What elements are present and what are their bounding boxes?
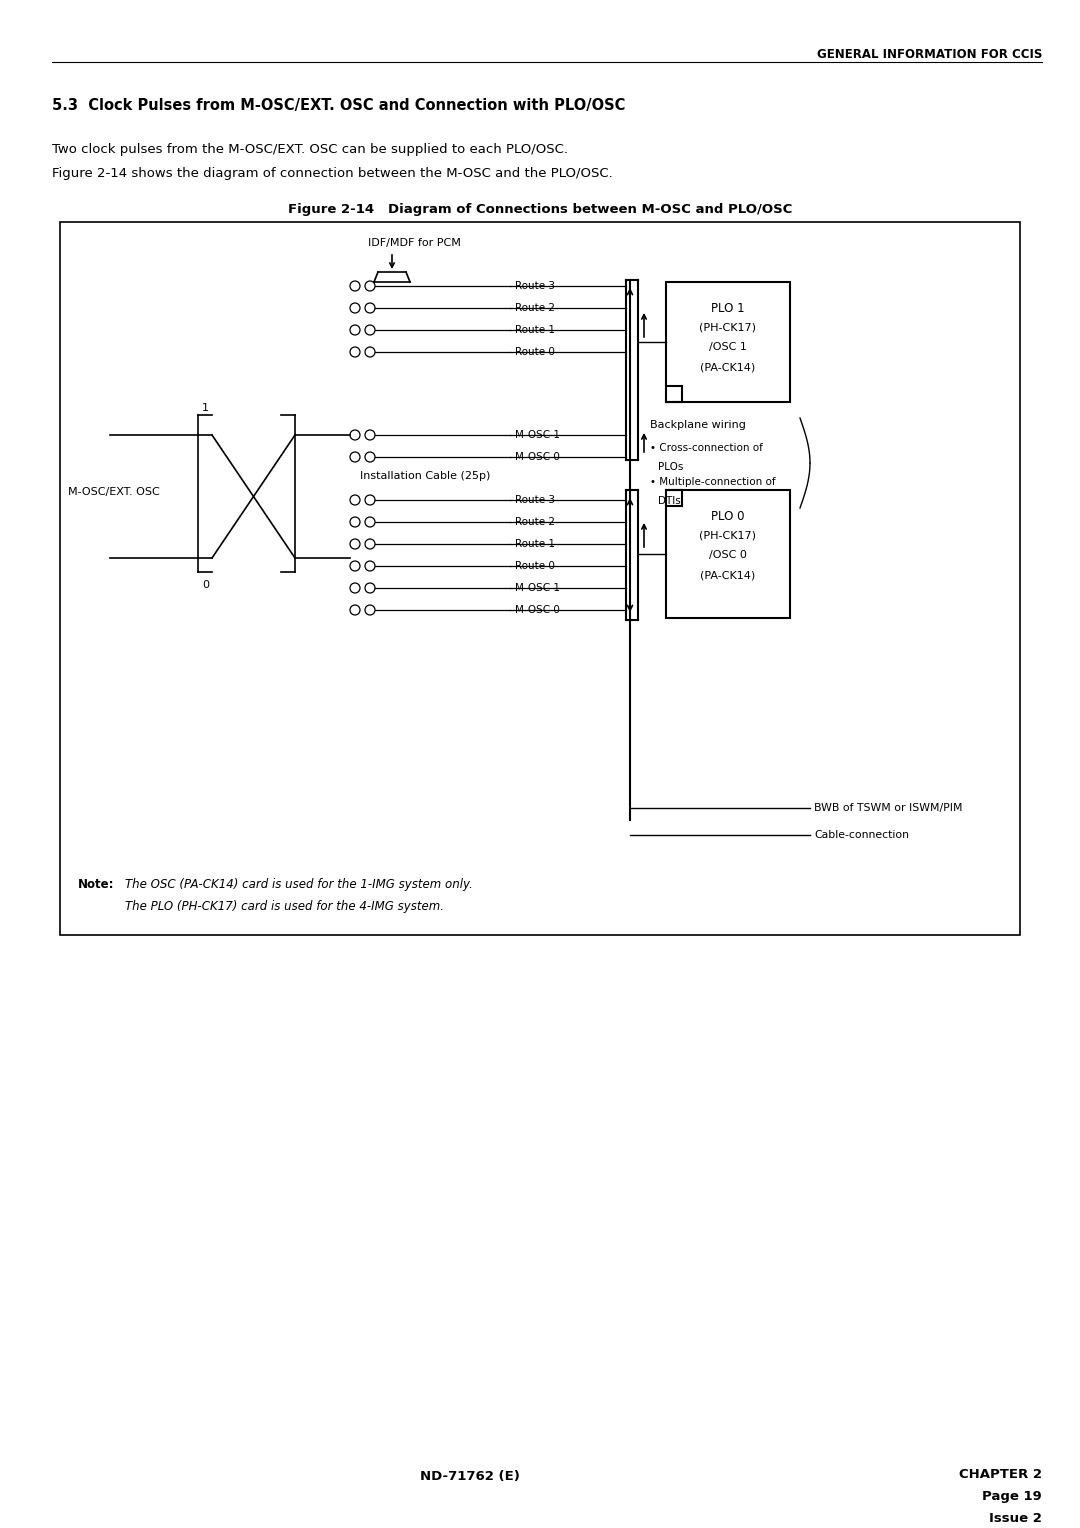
Text: Route 2: Route 2: [515, 303, 555, 313]
Text: Two clock pulses from the M-OSC/EXT. OSC can be supplied to each PLO/OSC.: Two clock pulses from the M-OSC/EXT. OSC…: [52, 144, 568, 156]
Text: M-OSC 1: M-OSC 1: [515, 429, 561, 440]
Bar: [666, 283, 789, 402]
Text: BWB of TSWM or ISWM/PIM: BWB of TSWM or ISWM/PIM: [814, 804, 962, 813]
Text: Route 1: Route 1: [515, 325, 555, 335]
Text: Route 0: Route 0: [515, 347, 555, 358]
Text: PLO 0: PLO 0: [712, 510, 745, 523]
Text: PLO 1: PLO 1: [712, 303, 745, 315]
Text: Route 1: Route 1: [515, 539, 555, 549]
Text: Figure 2-14 shows the diagram of connection between the M-OSC and the PLO/OSC.: Figure 2-14 shows the diagram of connect…: [52, 167, 612, 180]
Text: Cable-connection: Cable-connection: [814, 830, 909, 840]
Text: (PA-CK14): (PA-CK14): [700, 362, 756, 371]
Text: ND-71762 (E): ND-71762 (E): [420, 1470, 519, 1484]
Text: M-OSC/EXT. OSC: M-OSC/EXT. OSC: [68, 487, 160, 497]
Text: Backplane wiring: Backplane wiring: [650, 420, 746, 429]
Text: • Multiple-connection of: • Multiple-connection of: [650, 477, 775, 487]
Text: Issue 2: Issue 2: [989, 1513, 1042, 1525]
Text: (PH-CK17): (PH-CK17): [700, 530, 756, 539]
Text: /OSC 1: /OSC 1: [710, 342, 747, 351]
Text: 5.3  Clock Pulses from M-OSC/EXT. OSC and Connection with PLO/OSC: 5.3 Clock Pulses from M-OSC/EXT. OSC and…: [52, 98, 625, 113]
Text: /OSC 0: /OSC 0: [710, 550, 747, 559]
Text: The PLO (PH-CK17) card is used for the 4-IMG system.: The PLO (PH-CK17) card is used for the 4…: [125, 900, 444, 914]
Text: M-OSC 0: M-OSC 0: [515, 605, 559, 614]
Text: Route 3: Route 3: [515, 281, 555, 290]
Text: DTIs: DTIs: [658, 497, 680, 506]
Bar: [666, 490, 789, 617]
Text: Page 19: Page 19: [982, 1490, 1042, 1504]
Text: Installation Cable (25p): Installation Cable (25p): [360, 471, 490, 481]
Text: M-OSC 0: M-OSC 0: [515, 452, 559, 461]
Text: CHAPTER 2: CHAPTER 2: [959, 1468, 1042, 1481]
Text: The OSC (PA-CK14) card is used for the 1-IMG system only.: The OSC (PA-CK14) card is used for the 1…: [125, 879, 473, 891]
Text: 1: 1: [202, 403, 210, 413]
Text: IDF/MDF for PCM: IDF/MDF for PCM: [368, 238, 461, 248]
Text: M-OSC 1: M-OSC 1: [515, 584, 561, 593]
Text: 0: 0: [202, 581, 210, 590]
Bar: [60, 222, 1020, 935]
Text: • Cross-connection of: • Cross-connection of: [650, 443, 762, 452]
Text: PLOs: PLOs: [658, 461, 684, 472]
Text: Route 2: Route 2: [515, 516, 555, 527]
Text: Route 3: Route 3: [515, 495, 555, 504]
Text: GENERAL INFORMATION FOR CCIS: GENERAL INFORMATION FOR CCIS: [816, 47, 1042, 61]
Text: Note:: Note:: [78, 879, 114, 891]
Text: Figure 2-14   Diagram of Connections between M-OSC and PLO/OSC: Figure 2-14 Diagram of Connections betwe…: [287, 203, 793, 215]
Text: (PH-CK17): (PH-CK17): [700, 322, 756, 332]
Text: Route 0: Route 0: [515, 561, 555, 571]
Text: (PA-CK14): (PA-CK14): [700, 570, 756, 581]
